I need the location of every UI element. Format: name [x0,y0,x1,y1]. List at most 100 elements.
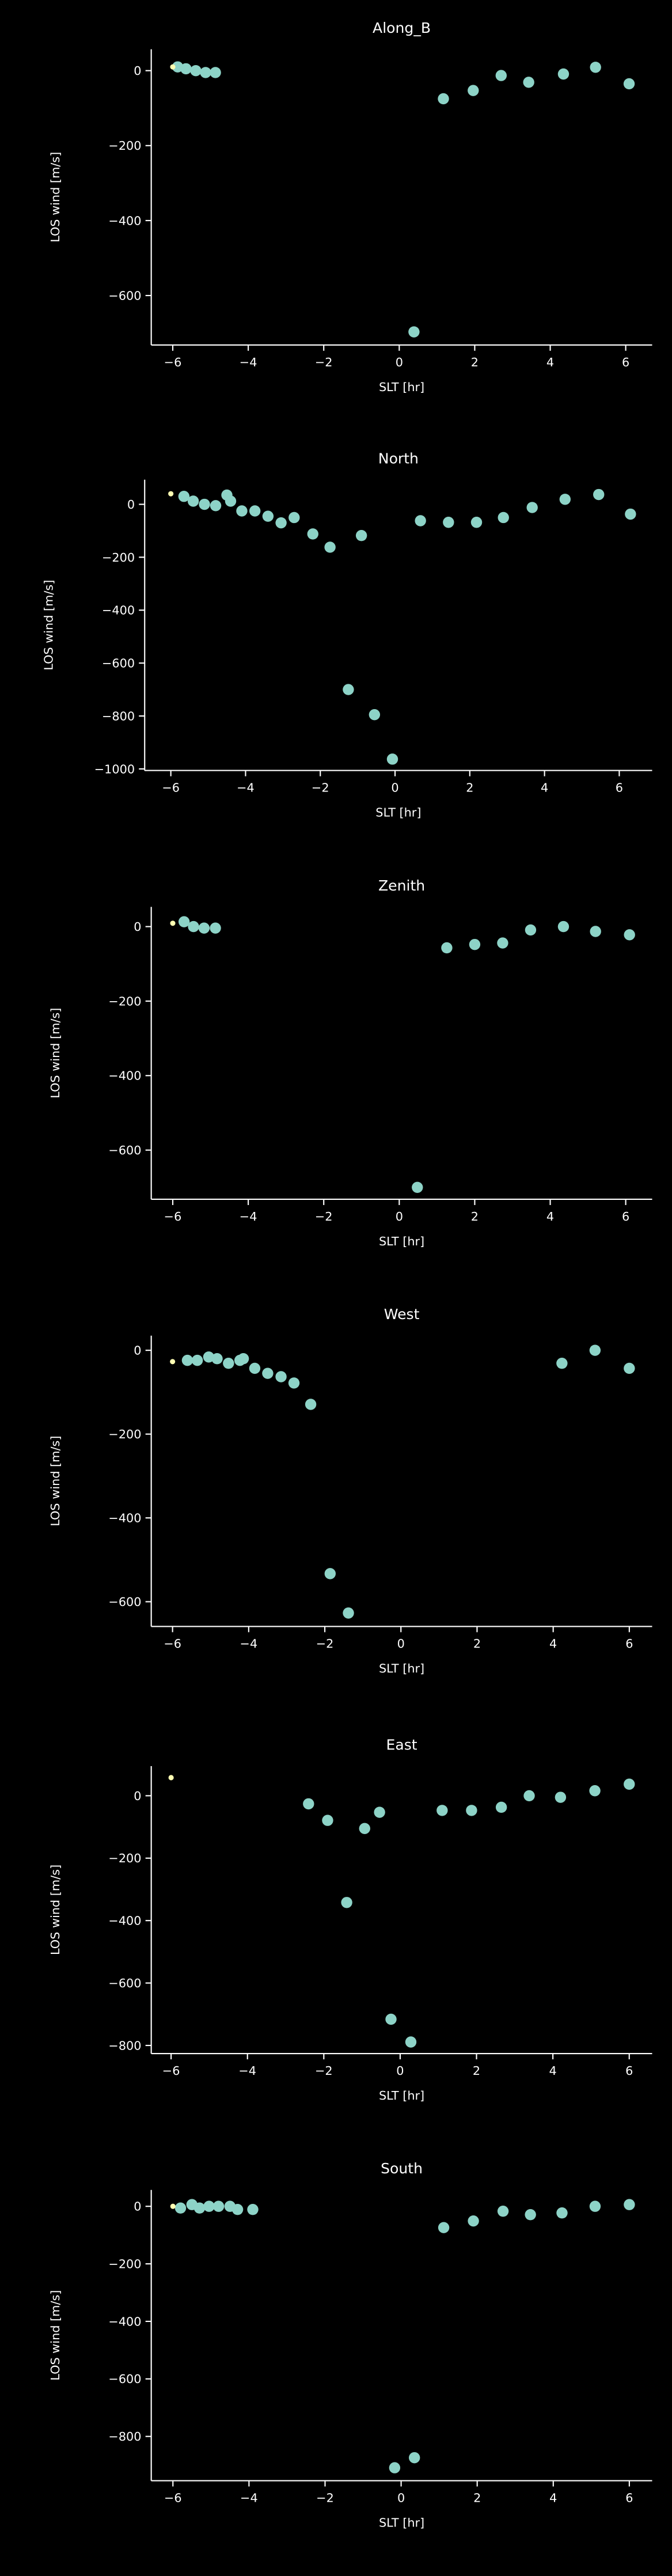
point [590,62,601,73]
y-tick-label: 0 [127,498,135,512]
y-tick-label: −400 [102,604,135,618]
x-tick-label: 0 [397,1637,405,1651]
point [223,1358,234,1369]
point [236,505,248,517]
x-axis-label: SLT [hr] [379,2516,424,2529]
x-tick-label: 6 [625,2491,633,2505]
y-axis-label: LOS wind [m/s] [48,1436,62,1526]
x-axis-label: SLT [hr] [379,2089,424,2103]
x-tick-label: −2 [316,1637,334,1651]
point [231,2204,244,2215]
point [305,1399,317,1410]
x-tick-label: −6 [162,2064,180,2078]
x-tick-label: 0 [391,781,398,795]
x-axis-label: SLT [hr] [379,380,424,394]
x-tick-label: −4 [240,1210,257,1223]
x-tick-label: 4 [546,355,554,369]
y-tick-label: −600 [108,1976,141,1990]
y-tick-label: −400 [108,1511,141,1525]
point [170,920,176,926]
x-tick-label: −4 [240,1637,258,1651]
point [443,517,454,528]
y-tick-label: −800 [108,2039,141,2052]
point [275,1371,287,1382]
point [237,1353,249,1365]
x-axis-label: SLT [hr] [379,1661,424,1675]
x-tick-label: −4 [240,355,257,369]
y-tick-label: −200 [108,994,141,1008]
x-tick-label: 2 [473,2491,481,2505]
y-tick-label: −200 [108,2257,141,2271]
point [190,65,202,77]
point [225,495,237,507]
point [497,2206,509,2217]
x-tick-label: 0 [396,1210,403,1223]
point [556,1358,568,1369]
x-tick-label: 2 [466,781,473,795]
point [174,2202,187,2214]
chart-title: Zenith [378,877,425,894]
point [469,938,481,950]
point [624,1778,635,1790]
x-tick-label: −4 [237,781,255,795]
x-tick-label: 0 [396,2064,404,2078]
point [210,500,222,512]
y-tick-label: −600 [108,1595,141,1609]
point [525,924,537,936]
x-tick-label: −6 [164,1210,182,1223]
point [200,67,211,78]
point [369,709,381,721]
point [355,530,367,541]
y-tick-label: 0 [134,1344,141,1358]
y-tick-label: −200 [108,1851,141,1865]
x-tick-label: 6 [625,1637,633,1651]
x-tick-label: −6 [164,2491,182,2505]
x-tick-label: 6 [622,1210,629,1223]
point [247,2204,259,2215]
chart-title: North [378,450,419,467]
point [625,508,636,520]
point [386,753,398,765]
point [589,2200,601,2212]
point [203,1351,215,1363]
point [359,1823,370,1835]
point [341,1897,352,1908]
y-tick-label: −400 [108,2314,141,2328]
x-tick-label: 6 [622,355,629,369]
x-tick-label: −4 [240,2491,258,2505]
y-axis-label: LOS wind [m/s] [48,152,62,243]
point [199,498,210,510]
point [412,1181,423,1193]
x-tick-label: 4 [546,1210,554,1223]
x-axis-label: SLT [hr] [379,1234,424,1248]
point [415,515,426,526]
point [198,922,210,934]
point [322,1814,333,1826]
y-tick-label: −1000 [94,762,135,776]
point [187,495,199,507]
x-tick-label: −2 [315,355,333,369]
y-tick-label: 0 [134,920,141,934]
point [188,920,199,933]
x-tick-label: −2 [315,1210,333,1223]
point [168,491,174,497]
x-tick-label: 0 [396,355,403,369]
y-tick-label: −400 [108,1069,141,1083]
point [589,1344,601,1356]
point [498,512,509,524]
y-tick-label: −400 [108,1914,141,1928]
point [275,517,287,529]
point [324,541,336,553]
x-tick-label: 2 [471,355,479,369]
point [624,929,635,941]
y-tick-label: −600 [108,2372,141,2386]
x-tick-label: −2 [315,2064,333,2078]
point [441,942,453,954]
y-tick-label: −600 [108,1143,141,1157]
chart-title: West [384,1306,420,1323]
y-axis-label: LOS wind [m/s] [48,2290,62,2381]
point [557,920,570,933]
point [203,2200,215,2212]
x-tick-label: 4 [549,2064,557,2078]
